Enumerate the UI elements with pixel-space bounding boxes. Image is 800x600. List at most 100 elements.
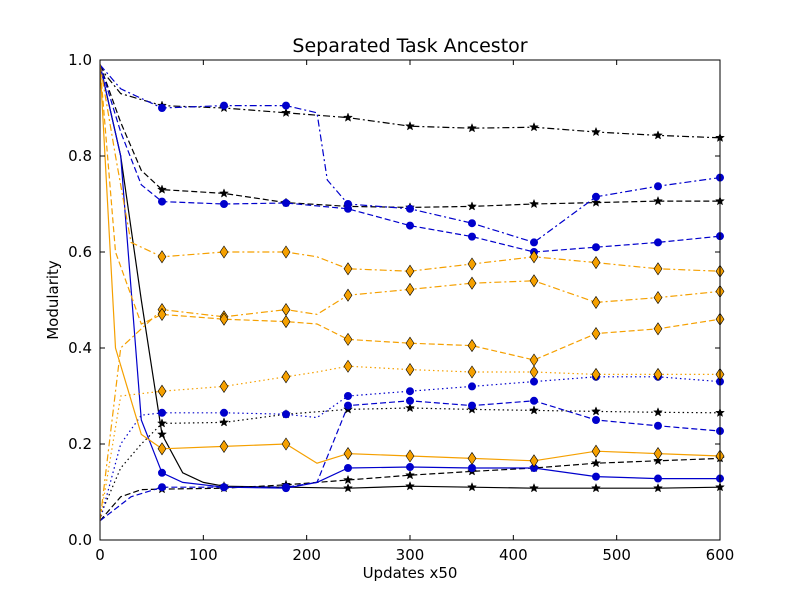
data-point-marker: [591, 197, 601, 207]
data-point-marker: [220, 408, 228, 417]
data-point-marker: [653, 195, 663, 206]
data-point-marker: [157, 184, 167, 194]
data-point-marker: [405, 336, 415, 350]
y-tick-label: 0.4: [68, 339, 92, 357]
data-point-marker: [282, 101, 290, 110]
data-point-marker: [467, 257, 477, 271]
data-point-marker: [654, 421, 662, 430]
data-point-marker: [219, 439, 229, 453]
data-point-marker: [282, 199, 290, 208]
data-point-marker: [282, 484, 290, 493]
series-line: [100, 64, 720, 489]
data-point-marker: [157, 384, 167, 398]
data-point-marker: [591, 126, 601, 137]
data-point-marker: [468, 464, 476, 472]
y-tick-label: 0.6: [68, 243, 92, 261]
data-point-marker: [220, 483, 228, 492]
y-tick-label: 0.2: [68, 435, 92, 453]
data-point-marker: [219, 245, 229, 259]
data-point-marker: [282, 410, 290, 419]
data-point-marker: [467, 339, 477, 353]
data-point-marker: [158, 104, 166, 112]
data-point-marker: [219, 188, 229, 198]
data-point-marker: [344, 392, 352, 400]
data-point-marker: [281, 437, 291, 451]
data-point-marker: [653, 407, 663, 417]
data-point-marker: [592, 192, 600, 201]
x-tick-label: 200: [292, 546, 321, 564]
data-point-marker: [158, 483, 166, 492]
data-point-marker: [591, 406, 601, 416]
data-point-marker: [468, 219, 476, 228]
data-point-marker: [343, 359, 353, 373]
x-axis: 0 100 200 300 400 500 600: [95, 60, 734, 564]
y-tick-label: 1.0: [68, 51, 92, 69]
data-point-marker: [405, 120, 415, 131]
data-point-marker: [653, 447, 663, 461]
data-point-marker: [468, 401, 476, 410]
data-point-marker: [467, 122, 477, 133]
data-point-marker: [591, 327, 601, 341]
data-point-marker: [529, 274, 539, 288]
data-point-marker: [344, 204, 352, 213]
data-point-marker: [467, 481, 477, 492]
data-point-marker: [344, 401, 352, 410]
series-line: [100, 64, 720, 244]
data-point-marker: [220, 200, 228, 208]
data-point-marker: [157, 418, 167, 428]
series-line: [100, 64, 720, 253]
data-point-marker: [405, 449, 415, 463]
data-point-marker: [467, 451, 477, 465]
data-point-marker: [406, 204, 414, 213]
data-point-marker: [591, 256, 601, 270]
x-tick-label: 0: [95, 546, 105, 564]
series-line: [100, 376, 720, 521]
data-point-marker: [592, 243, 600, 252]
data-point-marker: [591, 367, 601, 381]
data-point-marker: [343, 332, 353, 346]
data-point-marker: [343, 288, 353, 302]
series-line: [100, 64, 720, 361]
series-line: [100, 64, 720, 464]
data-point-marker: [158, 197, 166, 206]
data-point-marker: [467, 365, 477, 379]
data-point-marker: [406, 463, 414, 472]
data-point-marker: [405, 363, 415, 377]
data-point-marker: [468, 382, 476, 391]
y-tick-label: 0.8: [68, 147, 92, 165]
data-point-marker: [220, 101, 228, 110]
y-axis: 0.0 0.2 0.4 0.6 0.8 1.0: [68, 51, 720, 549]
chart-title: Separated Task Ancestor: [292, 35, 527, 57]
data-point-marker: [530, 238, 538, 247]
data-point-marker: [281, 107, 291, 117]
data-point-marker: [467, 276, 477, 290]
data-point-marker: [591, 482, 601, 493]
data-point-marker: [653, 482, 663, 493]
y-axis-label: Modularity: [44, 260, 62, 340]
data-point-marker: [219, 417, 229, 427]
data-point-marker: [158, 468, 166, 477]
data-point-marker: [653, 322, 663, 336]
data-point-marker: [343, 482, 353, 493]
data-point-marker: [281, 315, 291, 329]
data-point-marker: [653, 130, 663, 140]
x-axis-label: Updates x50: [363, 564, 458, 582]
data-point-marker: [343, 474, 353, 485]
data-point-marker: [654, 238, 662, 247]
x-tick-label: 100: [189, 546, 218, 564]
data-point-marker: [157, 307, 167, 321]
data-point-marker: [405, 480, 415, 491]
data-point-marker: [343, 262, 353, 276]
data-point-marker: [529, 454, 539, 468]
data-point-marker: [654, 182, 662, 191]
data-point-marker: [157, 429, 167, 439]
data-point-marker: [405, 469, 415, 480]
data-point-marker: [653, 291, 663, 305]
data-point-marker: [592, 472, 600, 481]
data-point-marker: [529, 482, 539, 493]
data-point-marker: [529, 405, 539, 415]
y-tick-label: 0.0: [68, 531, 92, 549]
data-point-marker: [654, 474, 662, 483]
